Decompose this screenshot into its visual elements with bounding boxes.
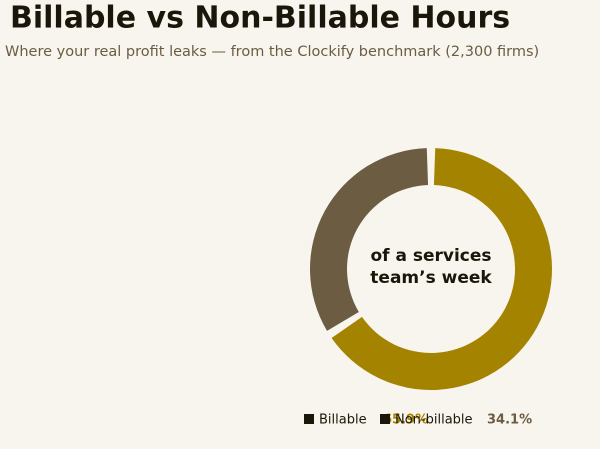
legend-label: Non-billable xyxy=(395,413,473,428)
legend-value: 34.1% xyxy=(487,413,532,428)
chart-title: Billable vs Non-Billable Hours xyxy=(10,1,510,36)
legend-label: Billable xyxy=(319,413,367,428)
legend-swatch xyxy=(304,414,314,424)
legend-value: 65.9% xyxy=(383,413,428,428)
donut-segment xyxy=(310,148,429,331)
center-label: of a services xyxy=(370,246,491,266)
legend-swatch xyxy=(380,414,390,424)
chart-subtitle: Where your real profit leaks — from the … xyxy=(5,44,539,60)
donut-segment xyxy=(331,148,552,391)
center-label: team’s week xyxy=(370,268,492,288)
